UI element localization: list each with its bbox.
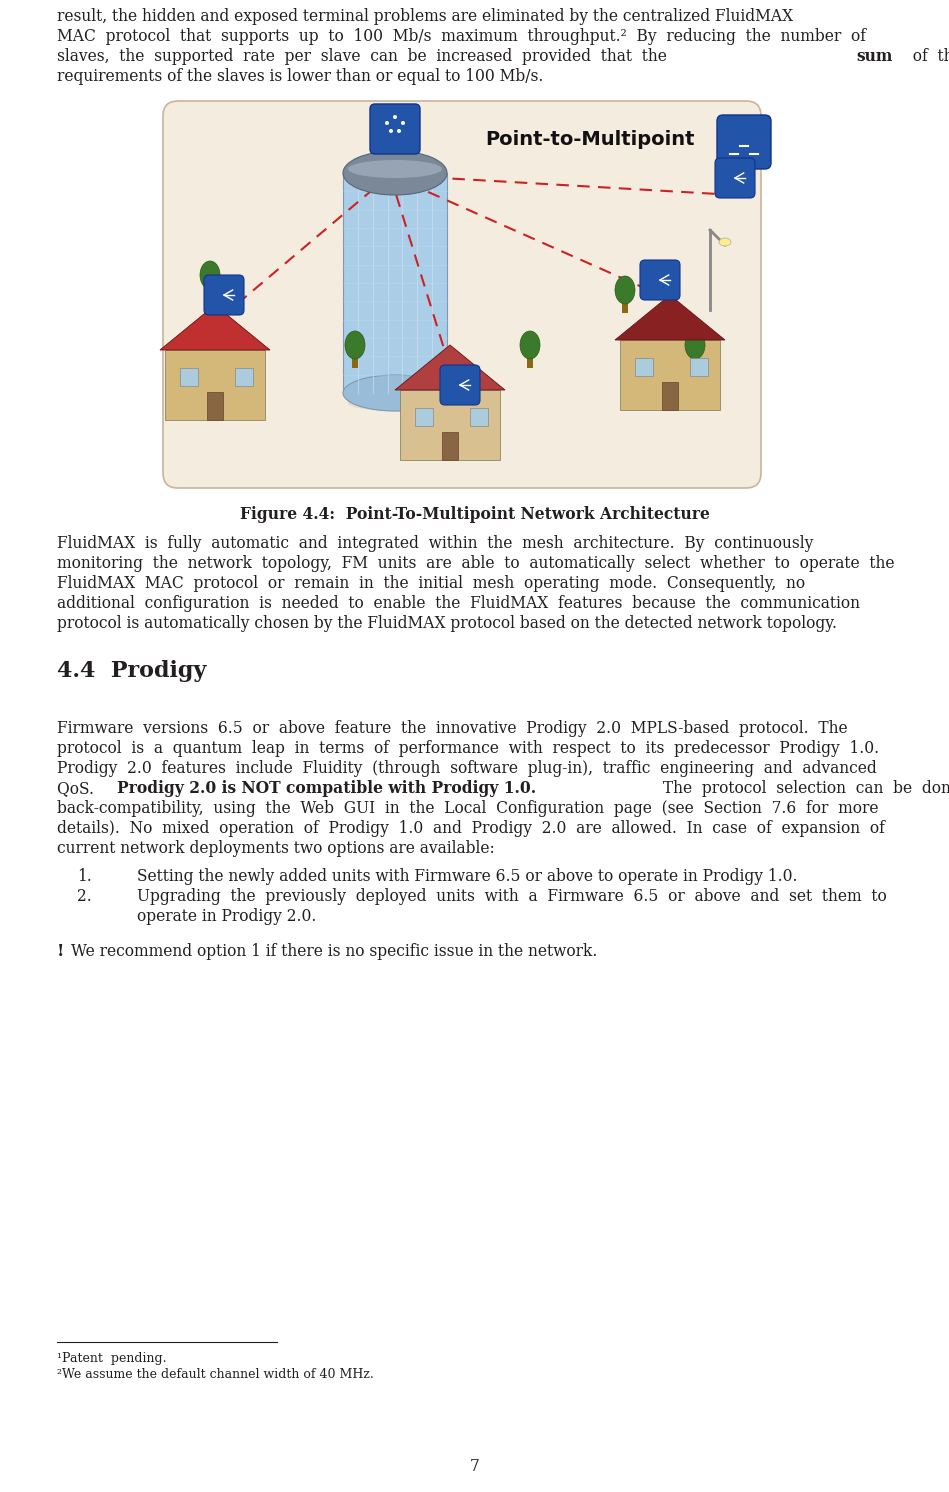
FancyBboxPatch shape: [715, 158, 755, 198]
Text: We recommend option 1 if there is no specific issue in the network.: We recommend option 1 if there is no spe…: [71, 943, 597, 959]
Text: of  the  throughput: of the throughput: [903, 48, 949, 66]
Ellipse shape: [343, 374, 447, 410]
FancyBboxPatch shape: [717, 115, 771, 169]
Ellipse shape: [719, 239, 731, 246]
Ellipse shape: [615, 276, 635, 304]
Text: Upgrading  the  previously  deployed  units  with  a  Firmware  6.5  or  above  : Upgrading the previously deployed units …: [137, 888, 886, 906]
Text: additional  configuration  is  needed  to  enable  the  FluidMAX  features  beca: additional configuration is needed to en…: [57, 595, 860, 612]
Text: Point-to-Multipoint: Point-to-Multipoint: [485, 130, 695, 149]
Bar: [165, 351, 265, 421]
Text: ²We assume the default channel width of 40 MHz.: ²We assume the default channel width of …: [57, 1368, 374, 1382]
Ellipse shape: [348, 394, 472, 412]
Text: 7: 7: [470, 1458, 479, 1476]
Text: QoS.: QoS.: [57, 780, 103, 797]
Bar: [662, 382, 678, 410]
Ellipse shape: [393, 115, 397, 119]
Text: details).  No  mixed  operation  of  Prodigy  1.0  and  Prodigy  2.0  are  allow: details). No mixed operation of Prodigy …: [57, 821, 884, 837]
Text: Setting the newly added units with Firmware 6.5 or above to operate in Prodigy 1: Setting the newly added units with Firmw…: [137, 868, 797, 885]
Text: protocol is automatically chosen by the FluidMAX protocol based on the detected : protocol is automatically chosen by the …: [57, 615, 837, 633]
Text: requirements of the slaves is lower than or equal to 100 Mb/s.: requirements of the slaves is lower than…: [57, 69, 544, 85]
Ellipse shape: [385, 121, 389, 125]
Ellipse shape: [389, 128, 393, 133]
Bar: [352, 351, 358, 369]
Ellipse shape: [200, 261, 220, 289]
Ellipse shape: [520, 331, 540, 360]
Text: current network deployments two options are available:: current network deployments two options …: [57, 840, 494, 856]
Bar: [620, 340, 720, 410]
Polygon shape: [160, 304, 270, 351]
Polygon shape: [395, 345, 505, 389]
Text: slaves,  the  supported  rate  per  slave  can  be  increased  provided  that  t: slaves, the supported rate per slave can…: [57, 48, 677, 66]
Bar: [622, 295, 628, 313]
FancyBboxPatch shape: [640, 260, 680, 300]
Bar: [692, 351, 698, 369]
Bar: [235, 369, 253, 386]
Text: FluidMAX  MAC  protocol  or  remain  in  the  initial  mesh  operating  mode.  C: FluidMAX MAC protocol or remain in the i…: [57, 574, 805, 592]
Polygon shape: [615, 295, 725, 340]
Text: operate in Prodigy 2.0.: operate in Prodigy 2.0.: [137, 909, 316, 925]
Bar: [180, 369, 198, 386]
Ellipse shape: [401, 121, 405, 125]
Bar: [343, 173, 447, 392]
Text: monitoring  the  network  topology,  FM  units  are  able  to  automatically  se: monitoring the network topology, FM unit…: [57, 555, 895, 571]
FancyBboxPatch shape: [370, 104, 420, 154]
Bar: [635, 358, 653, 376]
Text: MAC  protocol  that  supports  up  to  100  Mb/s  maximum  throughput.²  By  red: MAC protocol that supports up to 100 Mb/…: [57, 28, 866, 45]
Text: sum: sum: [857, 48, 893, 66]
Text: sum: sum: [857, 48, 893, 66]
Bar: [207, 392, 223, 421]
Text: Prodigy 2.0 is NOT compatible with Prodigy 1.0.: Prodigy 2.0 is NOT compatible with Prodi…: [118, 780, 536, 797]
Ellipse shape: [345, 331, 365, 360]
Bar: [690, 358, 708, 376]
Text: protocol  is  a  quantum  leap  in  terms  of  performance  with  respect  to  i: protocol is a quantum leap in terms of p…: [57, 740, 879, 756]
Bar: [527, 351, 533, 369]
Text: Figure 4.4:  Point-To-Multipoint Network Architecture: Figure 4.4: Point-To-Multipoint Network …: [239, 506, 710, 524]
Bar: [207, 280, 213, 298]
Text: The  protocol  selection  can  be  done,  for: The protocol selection can be done, for: [658, 780, 949, 797]
FancyBboxPatch shape: [163, 101, 761, 488]
Ellipse shape: [348, 160, 442, 178]
Text: back-compatibility,  using  the  Web  GUI  in  the  Local  Configuration  page  : back-compatibility, using the Web GUI in…: [57, 800, 879, 818]
Text: FluidMAX  is  fully  automatic  and  integrated  within  the  mesh  architecture: FluidMAX is fully automatic and integrat…: [57, 536, 813, 552]
Ellipse shape: [397, 128, 401, 133]
Text: ¹Patent  pending.: ¹Patent pending.: [57, 1352, 166, 1365]
Text: !: !: [57, 943, 65, 959]
FancyBboxPatch shape: [204, 275, 244, 315]
Text: Firmware  versions  6.5  or  above  feature  the  innovative  Prodigy  2.0  MPLS: Firmware versions 6.5 or above feature t…: [57, 721, 847, 737]
Text: 4.4  Prodigy: 4.4 Prodigy: [57, 659, 206, 682]
Ellipse shape: [685, 331, 705, 360]
Text: result, the hidden and exposed terminal problems are eliminated by the centraliz: result, the hidden and exposed terminal …: [57, 7, 793, 25]
Bar: [442, 433, 458, 460]
Text: 1.: 1.: [77, 868, 92, 885]
Bar: [400, 389, 500, 460]
FancyBboxPatch shape: [440, 366, 480, 404]
Bar: [470, 407, 488, 427]
Ellipse shape: [343, 151, 447, 195]
Text: 2.: 2.: [77, 888, 92, 906]
Bar: [415, 407, 433, 427]
Text: Prodigy  2.0  features  include  Fluidity  (through  software  plug-in),  traffi: Prodigy 2.0 features include Fluidity (t…: [57, 759, 877, 777]
